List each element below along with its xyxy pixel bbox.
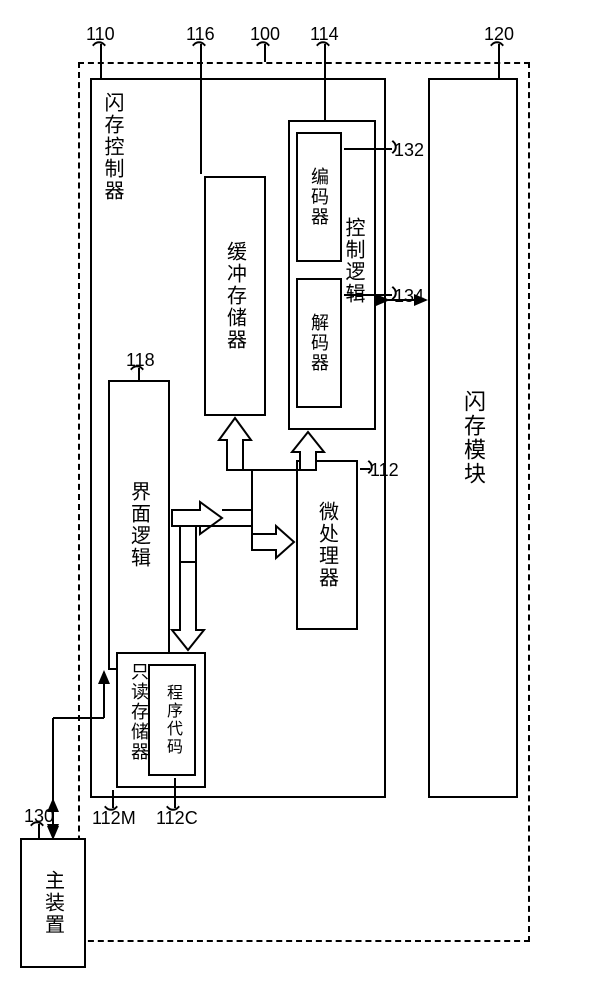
leader-134 — [344, 294, 392, 296]
leader-116 — [200, 44, 202, 174]
encoder-box: 编码器 — [296, 132, 342, 262]
leader-132 — [344, 148, 392, 150]
leader-114 — [324, 44, 326, 120]
decoder-box: 解码器 — [296, 278, 342, 408]
decoder-label: 解码器 — [306, 313, 332, 373]
buffer-box: 缓冲存储器 — [204, 176, 266, 416]
interface-logic-label: 界面逻辑 — [125, 481, 154, 569]
flash-module-box: 闪存模块 — [428, 78, 518, 798]
host-box: 主装置 — [20, 838, 86, 968]
program-code-box: 程序代码 — [148, 664, 196, 776]
ref-112M: 112M — [92, 808, 136, 829]
ref-112C: 112C — [156, 808, 198, 829]
buffer-label: 缓冲存储器 — [221, 241, 250, 351]
ref-112: 112 — [370, 460, 399, 481]
flash-controller-label: 闪存控制器 — [98, 92, 127, 202]
control-logic-label: 控制逻辑 — [339, 217, 368, 305]
program-code-label: 程序代码 — [160, 684, 184, 756]
host-label: 主装置 — [39, 870, 68, 936]
microprocessor-box: 微处理器 — [296, 460, 358, 630]
ref-134: 134 — [394, 286, 424, 307]
interface-logic-box: 界面逻辑 — [108, 380, 170, 670]
encoder-label: 编码器 — [306, 167, 332, 227]
microprocessor-label: 微处理器 — [313, 501, 342, 589]
flash-module-label: 闪存模块 — [457, 390, 489, 486]
ref-132: 132 — [394, 140, 424, 161]
